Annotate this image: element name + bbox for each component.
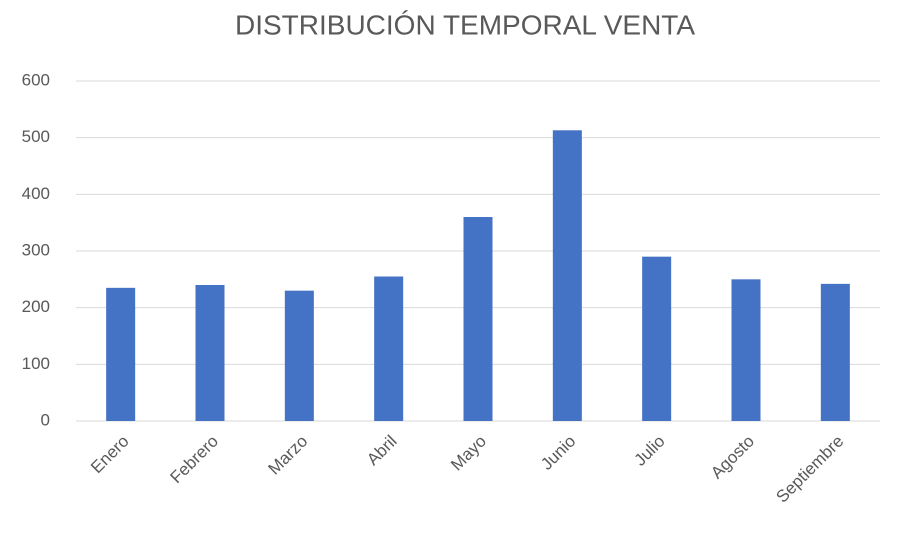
x-tick-label: Junio (537, 432, 579, 474)
bar (642, 256, 672, 421)
bar (552, 130, 582, 422)
x-tick-label: Agosto (707, 432, 758, 483)
bar (820, 283, 850, 421)
bar (106, 287, 136, 421)
bar (195, 285, 225, 421)
y-tick-label: 600 (22, 70, 50, 89)
y-tick-label: 0 (41, 410, 50, 429)
y-tick-label: 300 (22, 240, 50, 259)
y-tick-label: 500 (22, 127, 50, 146)
bar (284, 290, 314, 421)
x-tick-label: Julio (631, 432, 669, 470)
x-tick-label: Mayo (447, 432, 490, 475)
bar (731, 279, 761, 421)
bar (463, 217, 493, 421)
x-tick-label: Abril (363, 432, 400, 469)
x-tick-label: Enero (87, 432, 133, 478)
x-tick-label: Marzo (264, 432, 311, 479)
chart-title: DISTRIBUCIÓN TEMPORAL VENTA (235, 9, 695, 40)
y-tick-label: 400 (22, 184, 50, 203)
bar (374, 276, 404, 421)
x-tick-label: Septiembre (772, 432, 847, 507)
y-tick-label: 100 (22, 354, 50, 373)
y-tick-label: 200 (22, 297, 50, 316)
x-tick-label: Febrero (166, 432, 222, 488)
